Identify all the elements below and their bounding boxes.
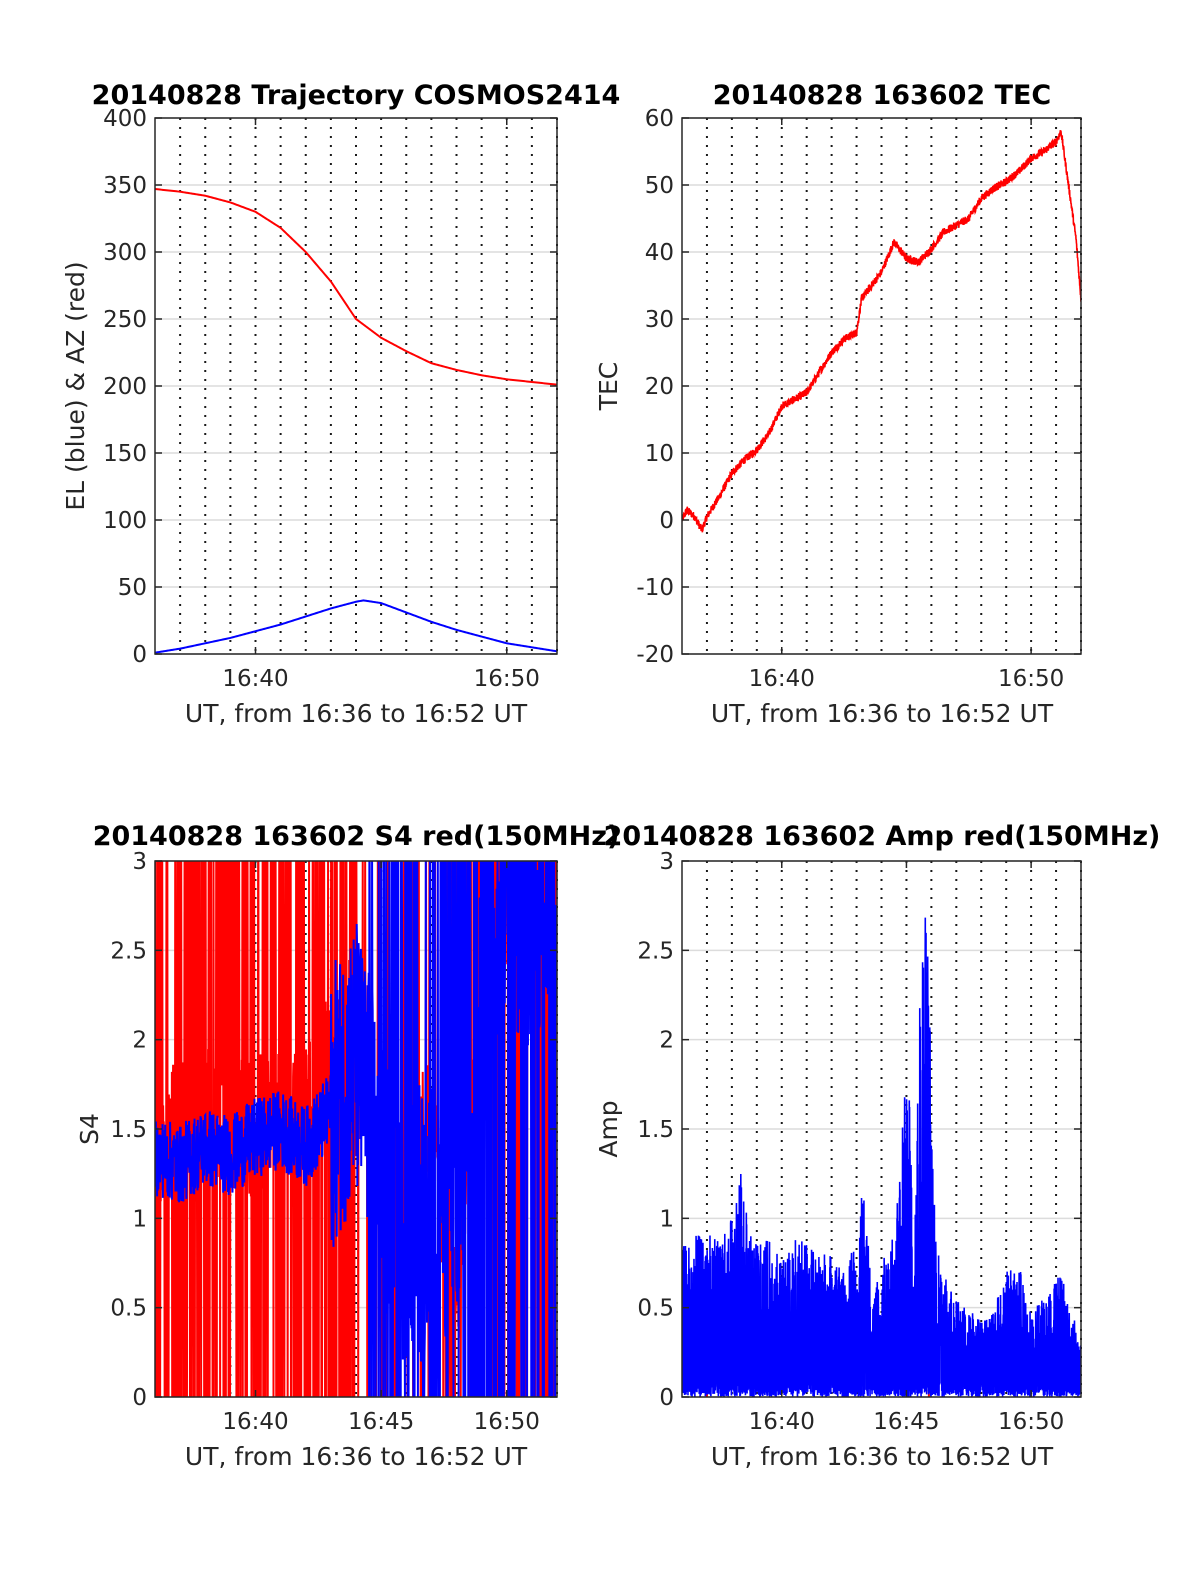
- y-tick-label: 2.5: [110, 938, 147, 964]
- y-axis-label: EL (blue) & AZ (red): [61, 261, 90, 510]
- y-tick-label: 0.5: [110, 1296, 147, 1322]
- y-tick-label: 20: [645, 374, 674, 400]
- y-tick-label: 0: [659, 508, 674, 534]
- y-axis-label: S4: [75, 1113, 104, 1145]
- y-tick-label: 1: [132, 1206, 147, 1232]
- panel-title: 20140828 Trajectory COSMOS2414: [92, 80, 621, 111]
- series-line: [155, 599, 557, 654]
- y-tick-label: 350: [103, 173, 147, 199]
- series-line: [682, 917, 1081, 1397]
- y-tick-label: -20: [636, 642, 674, 668]
- y-tick-label: 250: [103, 307, 147, 333]
- plot-area: [682, 917, 1081, 1397]
- y-tick-label: 2.5: [637, 938, 674, 964]
- x-tick-label: 16:50: [998, 666, 1064, 692]
- y-axis-label: TEC: [594, 362, 623, 412]
- y-tick-label: 50: [645, 173, 674, 199]
- x-tick-label: 16:40: [222, 1409, 288, 1435]
- panel-title: 20140828 163602 Amp red(150MHz): [604, 821, 1161, 852]
- panel-amp: 20140828 163602 Amp red(150MHz) UT, from…: [594, 821, 1160, 1471]
- y-tick-label: 3: [132, 849, 147, 875]
- series-line: [155, 861, 557, 1397]
- y-tick-label: 40: [645, 240, 674, 266]
- panel-tec: 20140828 163602 TEC UT, from 16:36 to 16…: [594, 80, 1082, 728]
- x-tick-label: 16:50: [474, 666, 540, 692]
- x-tick-label: 16:50: [998, 1409, 1064, 1435]
- panel-title: 20140828 163602 TEC: [713, 80, 1052, 111]
- panel-trajectory: 20140828 Trajectory COSMOS2414 UT, from …: [61, 80, 620, 728]
- x-tick-label: 16:40: [749, 1409, 815, 1435]
- y-tick-label: 1: [659, 1206, 674, 1232]
- y-tick-label: 400: [103, 106, 147, 132]
- x-tick-label: 16:40: [222, 666, 288, 692]
- y-tick-label: 100: [103, 508, 147, 534]
- x-tick-label: 16:45: [348, 1409, 414, 1435]
- y-tick-label: 1.5: [110, 1117, 147, 1143]
- grid: [682, 117, 1082, 655]
- x-axis-label: UT, from 16:36 to 16:52 UT: [185, 1442, 528, 1471]
- y-tick-label: 0.5: [637, 1296, 674, 1322]
- y-tick-label: -10: [636, 575, 674, 601]
- x-tick-label: 16:40: [749, 666, 815, 692]
- y-tick-label: 300: [103, 240, 147, 266]
- y-tick-label: 30: [645, 307, 674, 333]
- y-tick-label: 0: [659, 1385, 674, 1411]
- x-axis-label: UT, from 16:36 to 16:52 UT: [711, 1442, 1054, 1471]
- plot-area: [155, 188, 557, 654]
- y-tick-label: 60: [645, 106, 674, 132]
- x-axis-label: UT, from 16:36 to 16:52 UT: [185, 699, 528, 728]
- series-line: [682, 129, 1081, 533]
- x-tick-label: 16:50: [474, 1409, 540, 1435]
- panel-title: 20140828 163602 S4 red(150MHz): [93, 821, 620, 852]
- y-tick-label: 1.5: [637, 1117, 674, 1143]
- y-tick-label: 50: [118, 575, 147, 601]
- plot-area: [155, 861, 557, 1397]
- y-tick-label: 150: [103, 441, 147, 467]
- x-tick-label: 16:45: [873, 1409, 939, 1435]
- y-tick-label: 10: [645, 441, 674, 467]
- panel-s4: 20140828 163602 S4 red(150MHz) UT, from …: [75, 821, 619, 1471]
- series-line: [155, 188, 557, 386]
- plot-area: [682, 129, 1081, 533]
- y-tick-label: 0: [132, 1385, 147, 1411]
- y-tick-label: 0: [132, 642, 147, 668]
- y-tick-label: 2: [659, 1028, 674, 1054]
- x-axis-label: UT, from 16:36 to 16:52 UT: [711, 699, 1054, 728]
- y-tick-label: 2: [132, 1028, 147, 1054]
- y-tick-label: 3: [659, 849, 674, 875]
- y-axis-label: Amp: [594, 1100, 623, 1157]
- y-tick-label: 200: [103, 374, 147, 400]
